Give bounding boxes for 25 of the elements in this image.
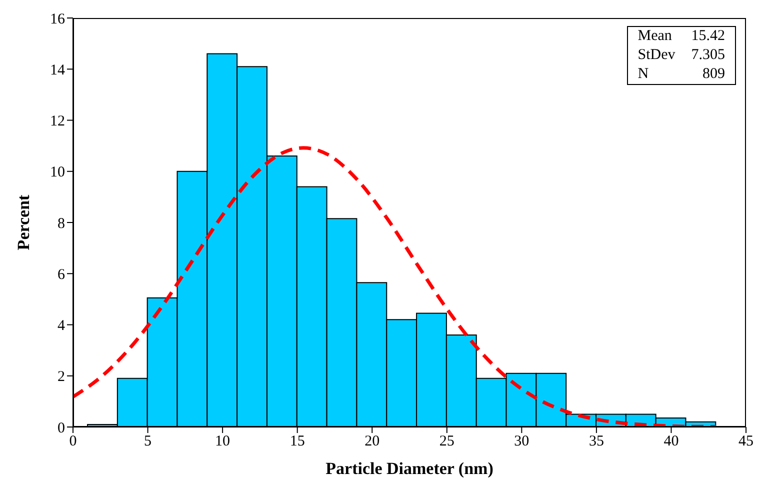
x-tick-label: 20	[364, 434, 380, 450]
y-tick-label: 0	[58, 420, 65, 436]
x-tick-label: 15	[290, 434, 305, 450]
x-tick-label: 0	[69, 434, 77, 450]
y-tick-label: 4	[58, 318, 66, 334]
annotation: StDev 7.305	[636, 46, 726, 65]
x-tick-label: 10	[215, 434, 230, 450]
x-tick-label: 30	[514, 434, 530, 450]
x-tick-label: 35	[588, 434, 604, 450]
x-tick-label: 40	[664, 434, 679, 450]
y-tick-label: 10	[50, 164, 65, 181]
x-axis-title: Particle Diameter (nm)	[326, 459, 494, 478]
text: Mean 15.42	[638, 28, 725, 44]
y-tick-label: 2	[58, 369, 65, 386]
text: N 809	[638, 66, 725, 82]
x-tick-label: 5	[144, 434, 152, 450]
x-tick-label: 25	[439, 434, 454, 450]
y-tick-label: 14	[50, 62, 66, 78]
y-tick-label: 6	[58, 266, 66, 283]
y-tick-label: 16	[50, 11, 66, 28]
y-tick-label: 8	[58, 216, 65, 232]
x-tick-label: 45	[738, 434, 754, 450]
line-series	[73, 146, 718, 427]
y-axis-title: Percent	[14, 194, 34, 250]
y-tick-label: 12	[50, 114, 65, 130]
